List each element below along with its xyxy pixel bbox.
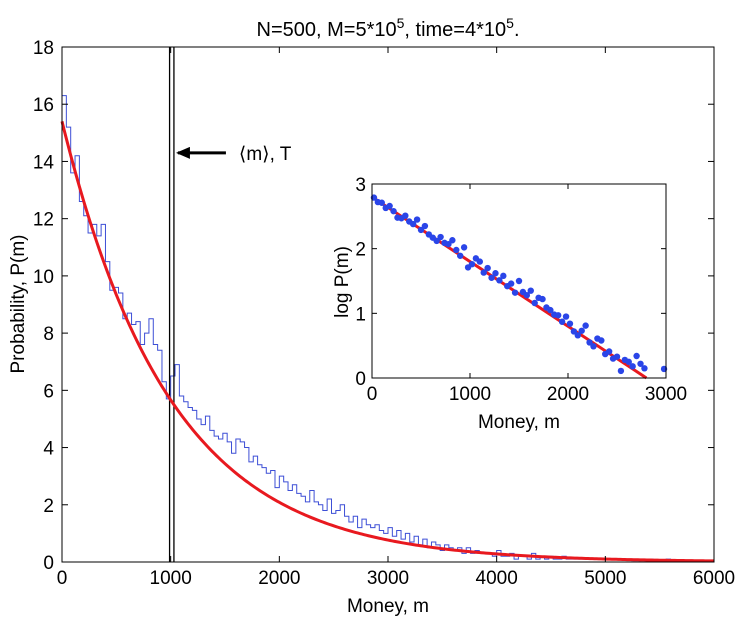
scatter-point (457, 252, 464, 259)
scatter-point (453, 246, 460, 254)
scatter-point (460, 244, 468, 251)
inset-y-tick-label: 1 (355, 304, 366, 325)
scatter-point (496, 277, 503, 284)
inset-x-tick-label: 3000 (645, 384, 687, 405)
histogram-bars (61, 95, 715, 562)
scatter-point (390, 207, 397, 215)
scatter-point (613, 353, 621, 360)
inset-plot: 0 1000 2000 3000 0 1 2 3 Money, m log P(m) (332, 175, 687, 433)
inset-y-tick-label: 2 (355, 240, 366, 261)
mean-lines (168, 47, 175, 562)
inset-x-tick-label: 0 (367, 384, 378, 405)
y-tick-label: 6 (43, 381, 54, 402)
scatter-point (625, 358, 632, 366)
main-xlabel: Money, m (347, 596, 429, 617)
scatter-point (562, 313, 570, 320)
inset-scatter-series (370, 194, 668, 375)
scatter-point (527, 287, 534, 294)
scatter-point (421, 222, 429, 230)
scatter-point (547, 306, 554, 314)
scatter-point (637, 360, 644, 367)
title-part-2: , time=4*10 (404, 19, 506, 41)
scatter-point (484, 264, 491, 272)
x-tick-label: 4000 (476, 568, 518, 589)
title-part-1: N=500, M=5*10 (257, 19, 397, 41)
scatter-point (445, 240, 452, 248)
scatter-point (531, 299, 538, 307)
y-tick-label: 10 (33, 267, 54, 288)
y-tick-label: 18 (33, 38, 54, 59)
inset-x-tick-label: 1000 (449, 384, 491, 405)
x-tick-label: 2000 (258, 568, 300, 589)
inset-plot-border (371, 183, 667, 379)
main-ylabel: Probability, P(m) (8, 234, 29, 373)
inset-axis-ticks: 0 1000 2000 3000 0 1 2 3 (355, 175, 687, 405)
scatter-point (566, 320, 574, 327)
scatter-point (570, 328, 578, 335)
x-tick-label: 5000 (584, 568, 626, 589)
inset-ylabel: log P(m) (332, 246, 353, 318)
scatter-point (433, 237, 440, 245)
y-tick-label: 0 (43, 553, 54, 574)
title-exp-1: 5 (397, 15, 405, 31)
scatter-point (582, 322, 589, 329)
scatter-point (605, 348, 613, 355)
y-tick-label: 8 (43, 324, 54, 345)
scatter-point (437, 233, 444, 241)
scatter-point (507, 280, 515, 287)
scatter-point (386, 202, 393, 210)
scatter-point (492, 270, 499, 277)
scatter-point (574, 332, 581, 339)
scatter-point (617, 367, 625, 375)
scatter-point (511, 289, 519, 296)
scatter-point (468, 260, 476, 268)
scatter-point (488, 274, 495, 281)
x-tick-label: 1000 (150, 568, 192, 589)
scatter-point (558, 318, 566, 325)
x-tick-label: 6000 (693, 568, 735, 589)
scatter-point (515, 277, 523, 285)
title-part-3: . (514, 19, 520, 41)
inset-y-tick-label: 0 (355, 369, 366, 390)
scatter-point (523, 292, 531, 299)
y-tick-label: 2 (43, 496, 54, 517)
y-tick-label: 16 (33, 95, 54, 116)
y-tick-label: 4 (43, 439, 54, 460)
histogram-series (61, 95, 715, 562)
scatter-point (598, 337, 605, 344)
title-exp-2: 5 (506, 15, 514, 31)
scatter-point (555, 312, 562, 319)
scatter-point (480, 269, 487, 276)
chart-title: N=500, M=5*105, time=4*105. (257, 15, 520, 41)
scatter-point (402, 212, 409, 219)
scatter-point (409, 220, 417, 228)
scatter-point (413, 216, 421, 223)
y-tick-label: 14 (33, 152, 55, 173)
scatter-point (378, 199, 385, 206)
scatter-point (586, 339, 593, 346)
scatter-point (641, 365, 648, 372)
scatter-point (417, 226, 425, 234)
scatter-point (449, 237, 456, 244)
scatter-point (629, 363, 636, 370)
x-tick-label: 0 (57, 568, 68, 589)
inset-x-tick-label: 2000 (547, 384, 589, 405)
scatter-point (539, 295, 546, 303)
inset-xlabel: Money, m (478, 412, 560, 433)
scatter-point (500, 272, 507, 280)
scatter-point (590, 343, 597, 350)
inset-y-tick-label: 3 (355, 175, 366, 196)
y-tick-label: 12 (33, 210, 54, 231)
scatter-point (578, 327, 585, 334)
scatter-point (476, 258, 483, 265)
annotation-label: ⟨m⟩, T (239, 144, 292, 165)
scatter-point (633, 352, 640, 360)
x-tick-label: 3000 (367, 568, 409, 589)
